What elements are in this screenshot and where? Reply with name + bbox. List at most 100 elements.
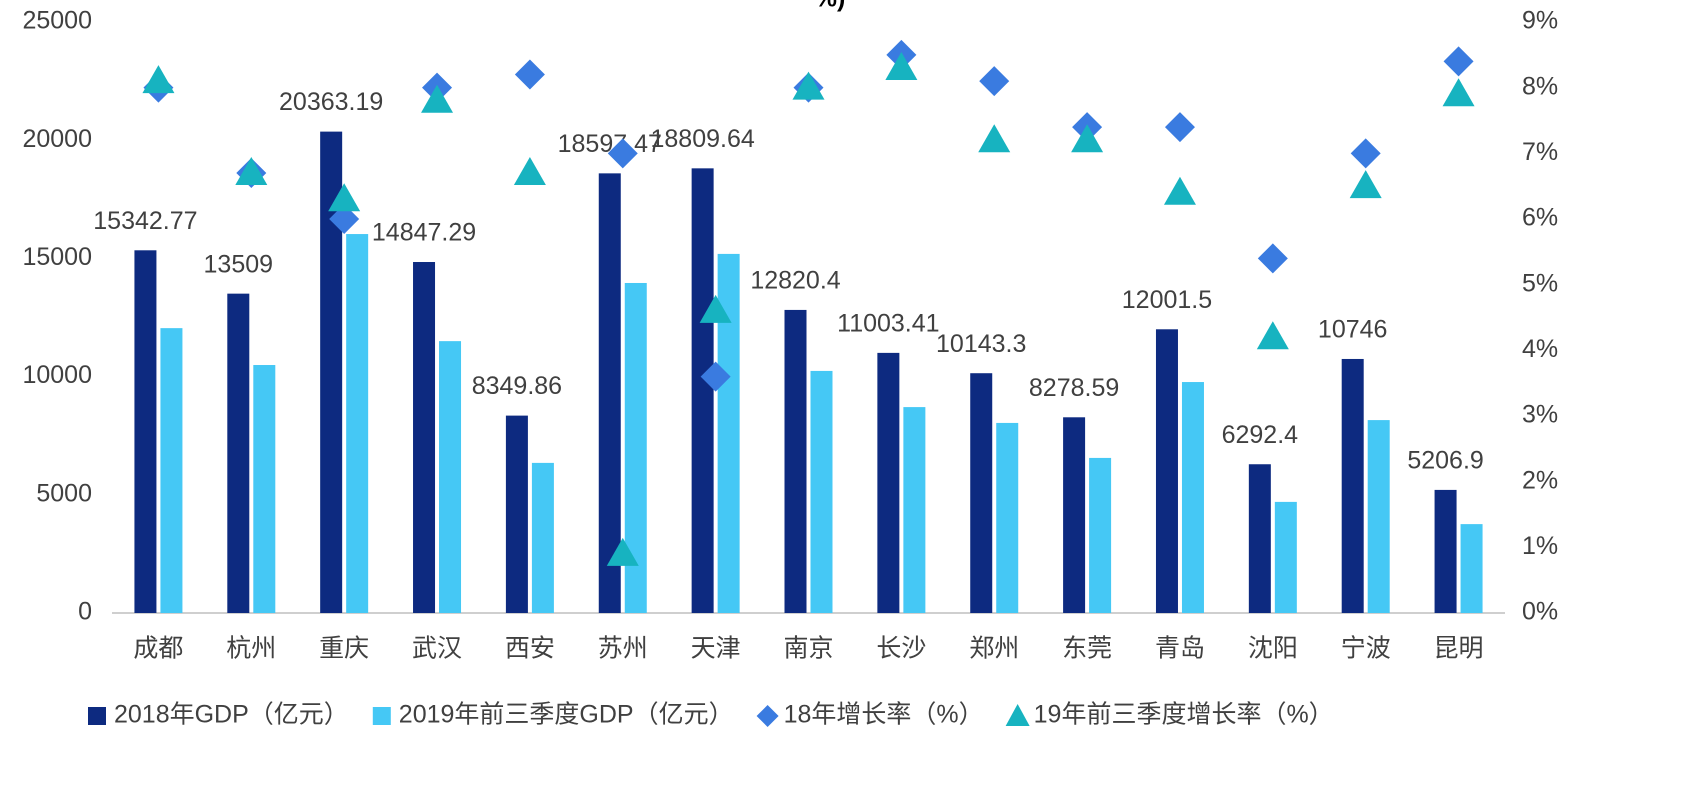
y2-tick-label: 2% <box>1522 466 1558 494</box>
triangle-marker <box>1442 78 1475 107</box>
y2-tick-label: 0% <box>1522 598 1558 626</box>
bar <box>160 328 183 613</box>
y2-tick-label: 3% <box>1522 401 1558 429</box>
x-tick-label: 重庆 <box>319 635 369 663</box>
diamond-marker <box>1350 138 1381 169</box>
triangle-marker <box>1349 170 1382 199</box>
x-tick-label: 东莞 <box>1062 635 1112 663</box>
y-tick-label: 25000 <box>22 7 92 35</box>
x-tick-label: 成都 <box>133 635 183 663</box>
bar <box>439 341 462 613</box>
bar <box>624 282 647 613</box>
y2-tick-label: 5% <box>1522 269 1558 297</box>
x-tick-label: 西安 <box>505 635 555 663</box>
x-tick-label: 天津 <box>691 635 741 663</box>
data-label: 10143.3 <box>936 330 1026 358</box>
diamond-marker <box>329 204 360 234</box>
x-tick-label: 南京 <box>783 635 833 663</box>
diamond-marker <box>607 138 638 169</box>
diamond-marker <box>1164 112 1195 143</box>
legend-swatch <box>88 707 106 725</box>
legend-swatch <box>1005 704 1030 726</box>
triangle-marker <box>1071 124 1104 153</box>
bar <box>346 234 369 614</box>
bar <box>1063 417 1086 613</box>
bar <box>413 262 436 613</box>
data-label: 13509 <box>204 250 274 278</box>
y2-tick-label: 9% <box>1522 7 1558 35</box>
legend-label: 18年增长率（%） <box>784 701 984 729</box>
bar <box>598 173 621 613</box>
triangle-marker <box>699 294 732 323</box>
diamond-marker <box>514 59 545 90</box>
x-tick-label: 杭州 <box>226 635 276 663</box>
triangle-marker <box>792 71 825 100</box>
bar <box>810 370 833 613</box>
y2-tick-label: 7% <box>1522 138 1558 166</box>
legend-swatch <box>372 707 391 725</box>
bar <box>1248 464 1271 613</box>
triangle-marker <box>885 51 918 80</box>
triangle-marker <box>513 157 546 186</box>
bar <box>1434 489 1457 613</box>
triangle-marker <box>978 124 1011 153</box>
y-tick-label: 15000 <box>22 243 92 271</box>
triangle-marker <box>1163 176 1196 205</box>
x-tick-label: 武汉 <box>412 635 462 663</box>
triangle-marker <box>142 65 175 94</box>
data-label: 8349.86 <box>472 372 562 400</box>
bar <box>970 373 993 613</box>
bar <box>1181 382 1204 613</box>
bar <box>505 415 528 613</box>
data-label: 20363.19 <box>279 88 383 116</box>
bar <box>717 253 740 614</box>
legend-label: 2019年前三季度GDP（亿元） <box>399 701 734 729</box>
y2-tick-label: 4% <box>1522 335 1558 363</box>
triangle-marker <box>328 183 361 212</box>
y-tick-label: 20000 <box>22 125 92 153</box>
bar <box>877 352 900 613</box>
bar <box>1341 358 1364 613</box>
x-tick-label: 昆明 <box>1434 635 1484 663</box>
bar <box>903 407 926 613</box>
bar <box>1155 329 1178 613</box>
data-label: 15342.77 <box>93 207 197 235</box>
x-tick-label: 青岛 <box>1155 635 1205 663</box>
bar <box>134 250 157 613</box>
data-label: 11003.41 <box>837 309 939 337</box>
bar <box>320 131 343 613</box>
y-tick-label: 10000 <box>22 361 92 389</box>
data-label: 10746 <box>1318 316 1388 344</box>
triangle-marker <box>421 84 454 113</box>
diamond-marker <box>1443 46 1474 77</box>
triangle-marker <box>235 157 268 186</box>
bar <box>1089 457 1112 613</box>
y2-tick-label: 8% <box>1522 72 1558 100</box>
diamond-marker <box>979 66 1010 97</box>
legend-label: 2018年GDP（亿元） <box>114 701 349 729</box>
data-label: 8278.59 <box>1029 374 1119 402</box>
triangle-marker <box>606 537 639 566</box>
triangle-marker <box>1256 321 1289 350</box>
data-label: 5206.9 <box>1407 447 1483 475</box>
legend-swatch <box>756 705 779 727</box>
x-tick-label: 沈阳 <box>1248 635 1298 663</box>
data-label: 6292.4 <box>1222 421 1299 449</box>
y-tick-label: 0 <box>78 598 92 626</box>
bar <box>1274 501 1297 613</box>
y-tick-label: 5000 <box>36 479 92 507</box>
bar <box>996 422 1019 613</box>
bar <box>784 309 807 613</box>
data-label: 14847.29 <box>372 219 476 247</box>
data-label: 12820.4 <box>750 267 840 295</box>
bar <box>1367 420 1390 613</box>
bar <box>1460 524 1483 613</box>
y2-tick-label: 1% <box>1522 532 1558 560</box>
chart-title: %) <box>815 0 846 13</box>
x-tick-label: 苏州 <box>598 635 648 663</box>
bar <box>227 293 250 613</box>
diamond-marker <box>1257 243 1288 274</box>
data-label: 18809.64 <box>650 125 754 153</box>
bar <box>253 365 276 613</box>
bar <box>531 462 554 613</box>
